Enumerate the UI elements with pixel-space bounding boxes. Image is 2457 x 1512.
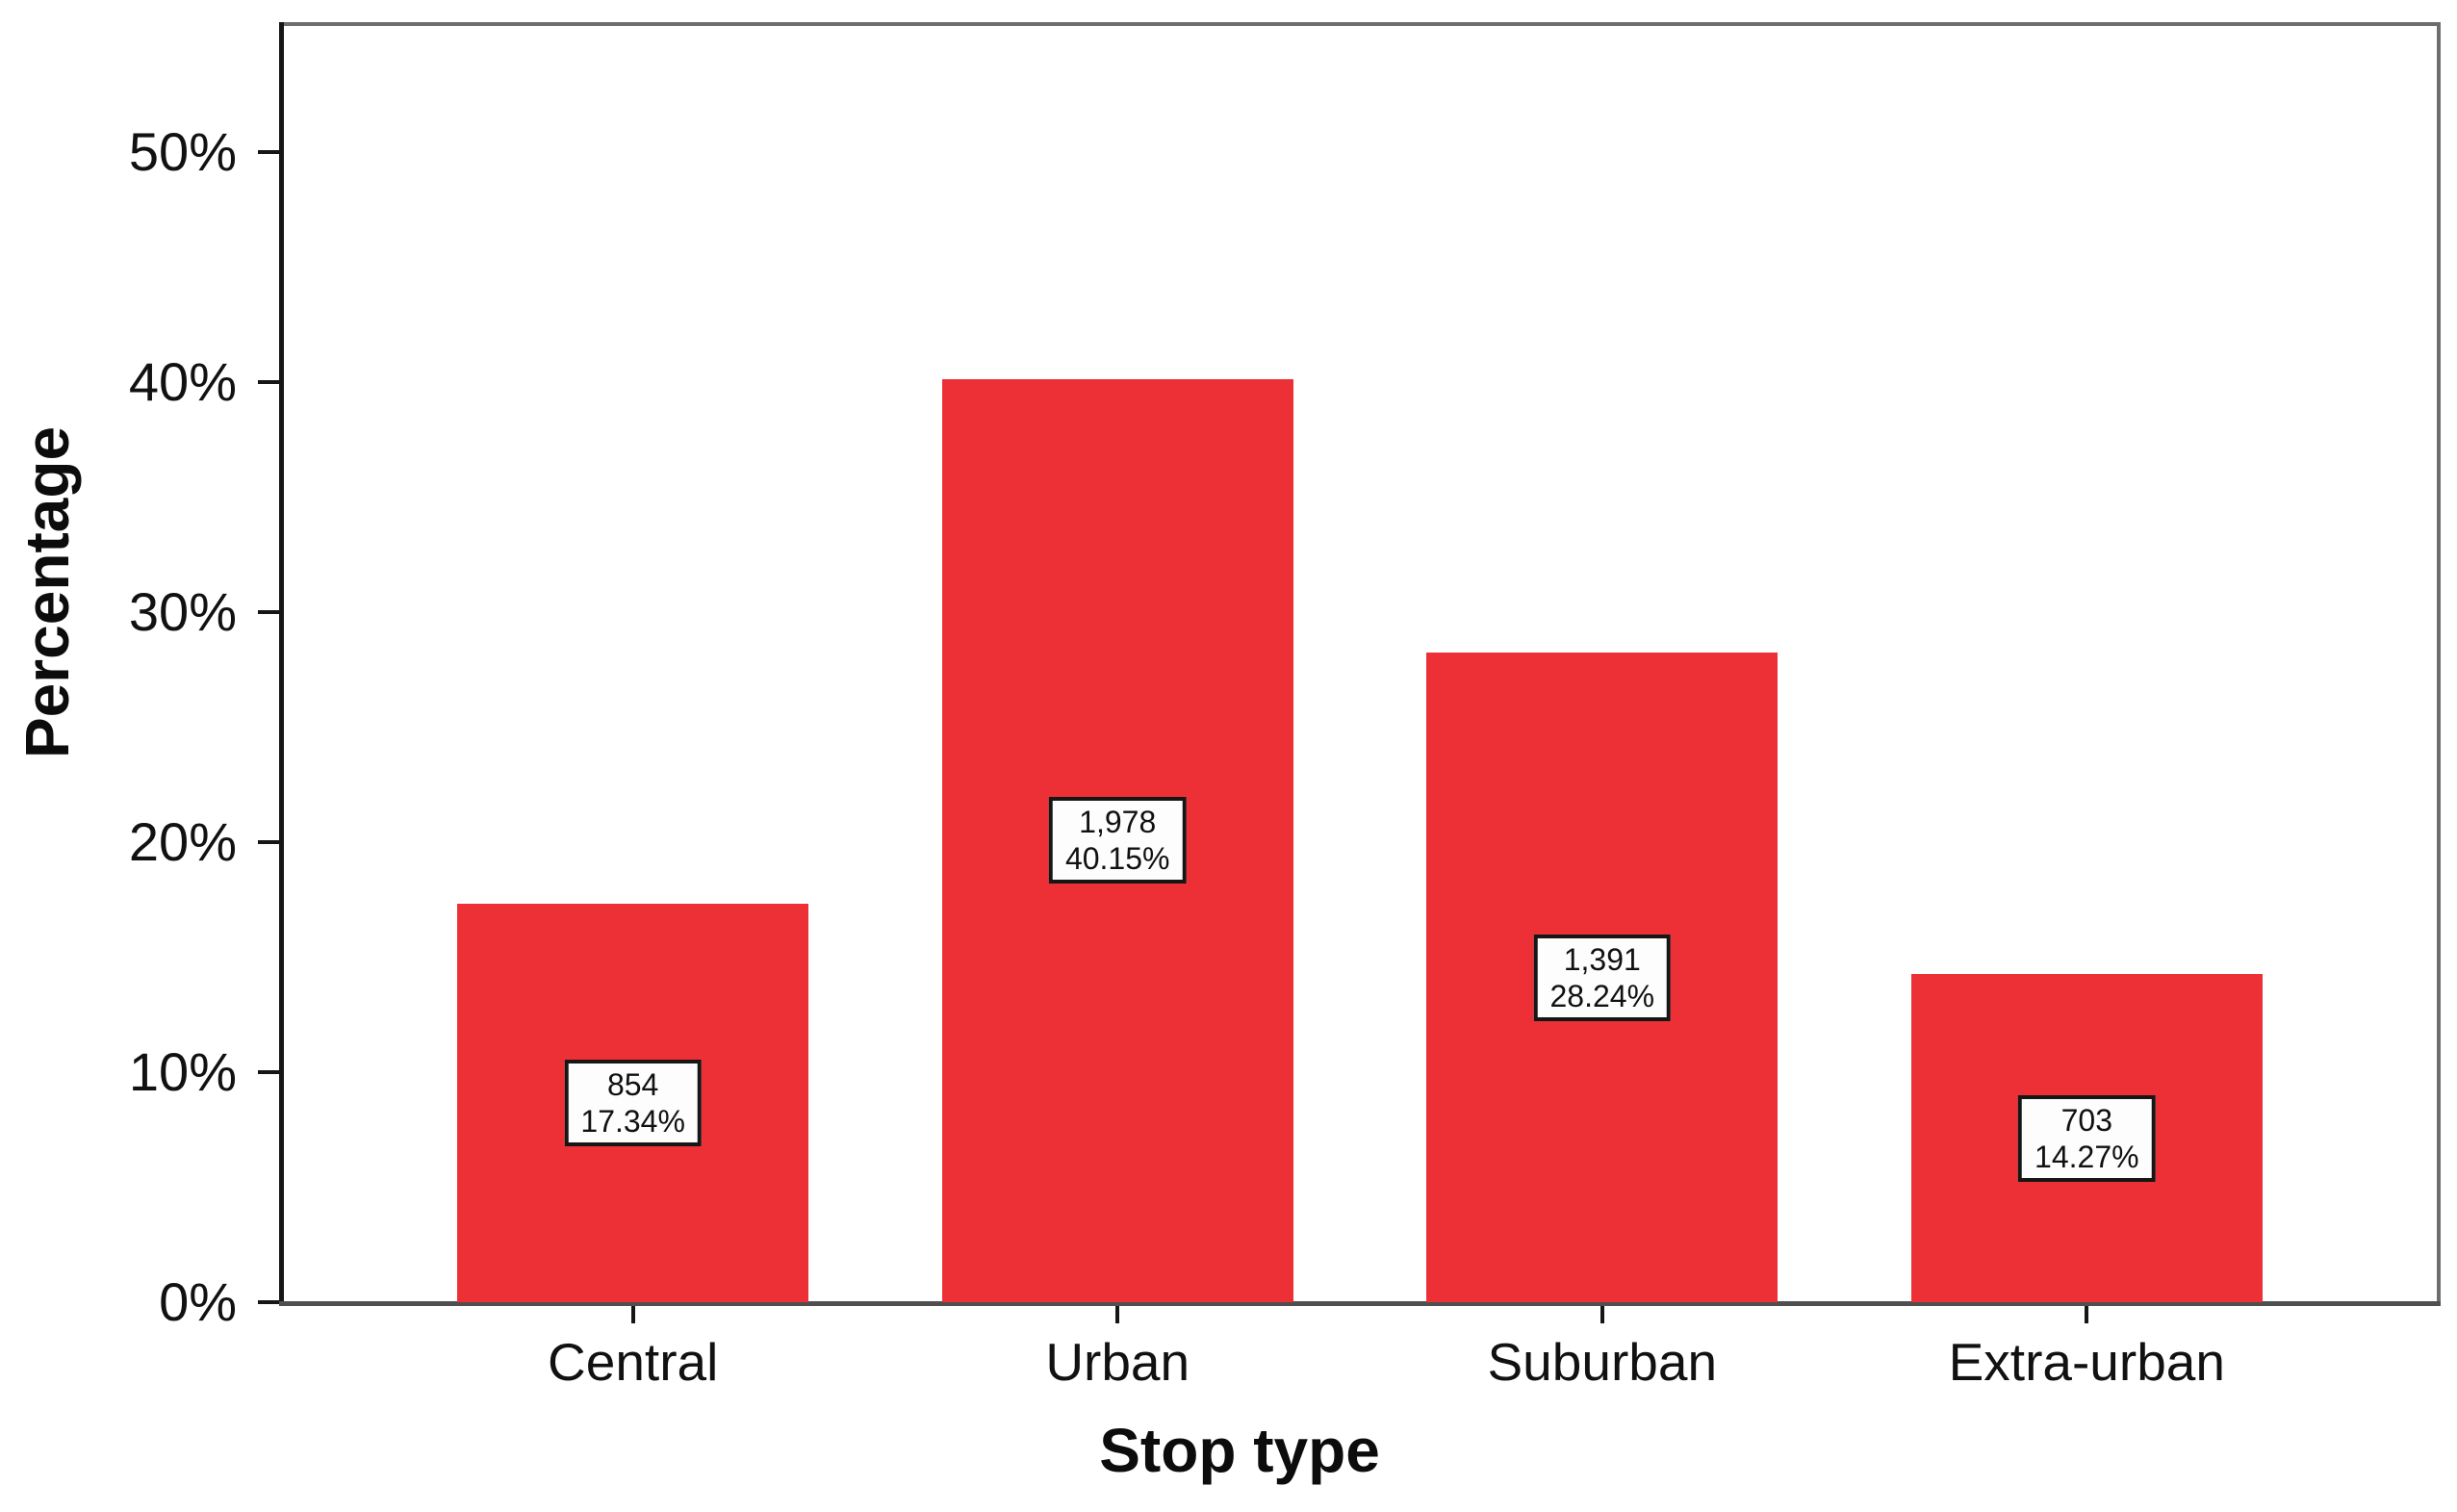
plot-area: 854 17.34% 1,978 40.15% 1,391 28.24% 703 14.27% [258,22,2441,1323]
bar-label-box: 1,978 40.15% [1048,797,1187,884]
bar-count-label: 703 [2060,1102,2112,1138]
y-tick-label: 30% [128,581,237,643]
x-tick-label: Extra-urban [1948,1332,2225,1392]
y-tick [258,380,279,385]
bar: 1,978 40.15% [941,378,1293,1302]
bar-percent-label: 40.15% [1064,841,1170,877]
bar-label-box: 1,391 28.24% [1533,934,1672,1021]
bar-label-box: 703 14.27% [2018,1094,2156,1182]
y-tick [258,610,279,615]
bar-percent-label: 14.27% [2035,1139,2139,1174]
x-tick [1115,1306,1120,1323]
y-tick-label: 10% [128,1041,237,1103]
bar-percent-label: 28.24% [1549,978,1655,1013]
bar: 1,391 28.24% [1426,653,1779,1302]
x-tick-label: Central [548,1332,719,1392]
bar-count-label: 1,978 [1079,805,1157,840]
x-tick [1600,1306,1604,1323]
x-tick-label: Urban [1045,1332,1190,1392]
y-tick-label: 20% [128,811,237,873]
y-tick [258,1300,279,1304]
x-axis-line [279,1301,2441,1306]
x-tick [2085,1306,2089,1323]
x-tick-label: Suburban [1487,1332,1718,1392]
x-axis-title: Stop type [1099,1416,1380,1485]
bar-label-box: 854 17.34% [564,1059,702,1146]
bar: 703 14.27% [1910,974,2263,1302]
y-tick [258,840,279,845]
x-tick [630,1306,635,1323]
y-tick [258,1070,279,1075]
y-tick-label: 0% [159,1271,237,1332]
y-axis-line [279,22,284,1306]
y-tick-label: 50% [128,121,237,183]
y-tick-label: 40% [128,351,237,413]
bar-count-label: 1,391 [1563,941,1641,977]
bar-percent-label: 17.34% [580,1103,685,1139]
y-tick [258,150,279,155]
bar-count-label: 854 [606,1066,659,1102]
bar: 854 17.34% [457,903,809,1302]
